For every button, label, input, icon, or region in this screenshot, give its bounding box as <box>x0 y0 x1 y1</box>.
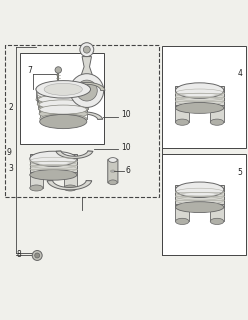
Ellipse shape <box>176 102 224 113</box>
Ellipse shape <box>30 170 77 180</box>
Ellipse shape <box>44 83 82 95</box>
FancyBboxPatch shape <box>108 159 118 183</box>
Ellipse shape <box>39 100 88 109</box>
Ellipse shape <box>40 114 87 123</box>
Ellipse shape <box>176 218 189 225</box>
Ellipse shape <box>38 95 88 104</box>
Polygon shape <box>56 151 93 158</box>
Ellipse shape <box>176 202 224 212</box>
FancyBboxPatch shape <box>210 204 224 221</box>
Ellipse shape <box>39 109 88 118</box>
Text: 10: 10 <box>122 143 131 152</box>
Ellipse shape <box>40 105 87 114</box>
Ellipse shape <box>36 84 91 94</box>
Ellipse shape <box>31 85 95 114</box>
Circle shape <box>83 46 90 53</box>
FancyBboxPatch shape <box>30 154 77 175</box>
Ellipse shape <box>37 89 89 99</box>
Ellipse shape <box>176 119 189 125</box>
Ellipse shape <box>109 158 117 162</box>
Ellipse shape <box>36 81 91 98</box>
Ellipse shape <box>36 94 91 105</box>
FancyBboxPatch shape <box>210 105 224 122</box>
Circle shape <box>70 74 104 108</box>
Text: 7: 7 <box>27 66 32 75</box>
FancyBboxPatch shape <box>176 86 224 108</box>
Circle shape <box>35 253 40 258</box>
FancyBboxPatch shape <box>176 185 224 207</box>
Ellipse shape <box>110 170 115 172</box>
FancyBboxPatch shape <box>20 53 104 144</box>
Circle shape <box>76 80 97 101</box>
FancyBboxPatch shape <box>176 105 189 122</box>
Circle shape <box>32 251 42 260</box>
Text: 2: 2 <box>9 103 13 112</box>
Ellipse shape <box>37 99 89 109</box>
Ellipse shape <box>210 119 224 125</box>
Ellipse shape <box>176 182 224 197</box>
Ellipse shape <box>176 83 224 98</box>
Circle shape <box>80 43 94 57</box>
Ellipse shape <box>210 218 224 225</box>
FancyBboxPatch shape <box>30 172 43 188</box>
Text: 3: 3 <box>9 164 14 173</box>
Text: 4: 4 <box>238 69 243 78</box>
Text: 8: 8 <box>17 250 22 259</box>
Polygon shape <box>81 57 93 77</box>
Ellipse shape <box>40 115 87 129</box>
Text: 5: 5 <box>238 168 243 177</box>
FancyBboxPatch shape <box>162 46 246 148</box>
Ellipse shape <box>30 185 43 191</box>
Polygon shape <box>47 180 92 190</box>
Text: 10: 10 <box>122 110 131 119</box>
Text: 6: 6 <box>125 166 130 175</box>
Ellipse shape <box>30 151 77 166</box>
FancyBboxPatch shape <box>176 204 189 221</box>
Polygon shape <box>66 112 103 119</box>
Ellipse shape <box>38 104 88 114</box>
Text: 9: 9 <box>6 148 11 157</box>
FancyBboxPatch shape <box>162 154 246 255</box>
Ellipse shape <box>64 185 77 191</box>
Ellipse shape <box>109 180 117 185</box>
FancyBboxPatch shape <box>64 172 77 188</box>
Circle shape <box>55 67 62 73</box>
Polygon shape <box>69 83 105 91</box>
